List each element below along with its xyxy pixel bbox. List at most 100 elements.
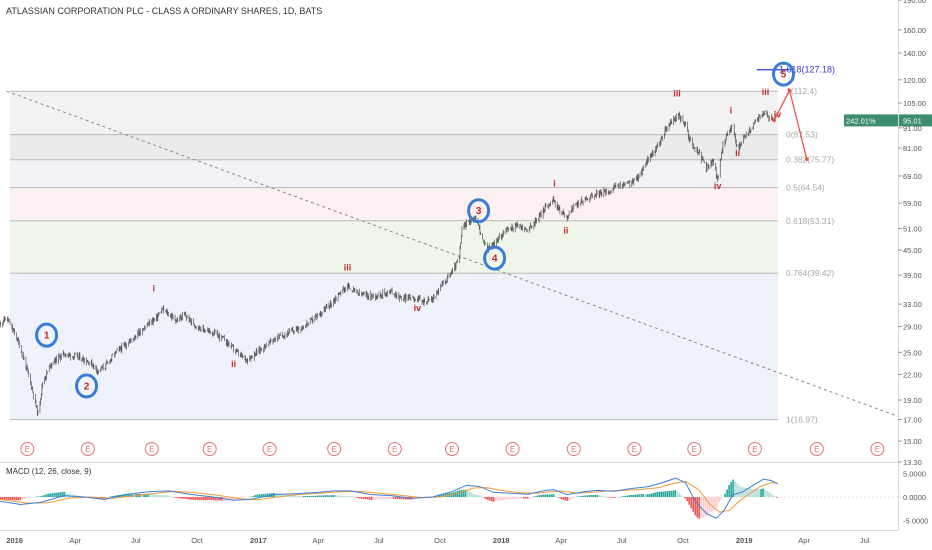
- macd-histogram-bar: [141, 493, 143, 497]
- price-tick-label: 59.00: [903, 199, 922, 208]
- macd-histogram-bar: [404, 497, 407, 500]
- macd-histogram-bar: [746, 487, 748, 497]
- price-tick-label: 140.00: [903, 49, 926, 58]
- macd-histogram-bar: [253, 495, 255, 497]
- macd-histogram-bar: [724, 493, 726, 497]
- macd-histogram-bar: [706, 497, 708, 516]
- earnings-marker: [80, 442, 95, 456]
- macd-signal-line: [0, 480, 778, 513]
- earnings-marker-label: E: [510, 445, 515, 454]
- current-change-badge: [844, 114, 898, 127]
- macd-histogram-bar: [400, 497, 403, 500]
- macd-histogram-bar: [632, 494, 635, 497]
- macd-histogram-bar: [308, 495, 311, 497]
- macd-histogram-bar: [754, 488, 756, 497]
- macd-histogram-bar: [648, 493, 651, 497]
- current-price-badge: [899, 114, 932, 127]
- macd-histogram-bar: [764, 489, 766, 497]
- macd-histogram-bar: [177, 497, 179, 499]
- macd-histogram-bar: [474, 494, 477, 497]
- macd-histogram-bar: [384, 497, 387, 500]
- macd-histogram-bar: [207, 497, 209, 501]
- earnings-marker: [327, 442, 342, 456]
- macd-line: [0, 477, 778, 519]
- current-price-label: 95.01: [903, 116, 922, 125]
- earnings-marker: [809, 442, 824, 456]
- macd-histogram-bar: [348, 495, 351, 497]
- macd-histogram-bar: [183, 497, 185, 499]
- macd-histogram-bar: [199, 497, 201, 501]
- price-tick-label: 190.00: [903, 0, 926, 5]
- macd-histogram-bar: [682, 496, 684, 498]
- macd-histogram-bar: [600, 495, 603, 497]
- macd-histogram-bar: [692, 497, 694, 512]
- macd-histogram-bar: [41, 495, 43, 497]
- macd-histogram-bar: [702, 497, 704, 518]
- price-tick-label: 39.00: [903, 271, 922, 280]
- earnings-marker: [747, 442, 762, 456]
- macd-tick-label: -5.0000: [903, 517, 928, 526]
- wave-label-major: 1: [44, 331, 50, 342]
- macd-histogram-bar: [526, 497, 529, 499]
- macd-histogram-bar: [506, 497, 509, 500]
- macd-histogram-bar: [652, 493, 655, 497]
- macd-histogram-bar: [215, 497, 217, 501]
- macd-histogram-bar: [760, 489, 762, 497]
- macd-histogram-bar: [728, 484, 730, 497]
- earnings-marker: [870, 442, 885, 456]
- macd-histogram-bar: [380, 497, 383, 500]
- macd-histogram-bar: [143, 493, 145, 497]
- wave-label-major: 5: [781, 70, 787, 81]
- macd-histogram-bar: [534, 496, 537, 497]
- macd-histogram-bar: [338, 495, 341, 497]
- wave-projection-point: [787, 88, 792, 93]
- macd-histogram-bar: [488, 497, 491, 501]
- macd-histogram-bar: [173, 497, 175, 498]
- price-tick-label: 160.00: [903, 26, 926, 35]
- macd-histogram-bar: [320, 495, 323, 497]
- macd-histogram-bar: [762, 488, 764, 497]
- macd-histogram-bar: [340, 495, 343, 497]
- macd-histogram-bar: [155, 494, 157, 497]
- macd-histogram-bar: [294, 495, 297, 497]
- wave-circle: [35, 322, 59, 348]
- time-tick-label: Oct: [191, 536, 204, 545]
- macd-histogram-bar: [372, 497, 375, 500]
- macd-histogram-bar: [39, 496, 41, 497]
- chart-title: ATLASSIAN CORPORATION PLC - CLASS A ORDI…: [6, 6, 323, 16]
- macd-histogram-bar: [588, 495, 591, 497]
- macd-histogram-bar: [336, 495, 339, 497]
- wave-label-major: 2: [84, 381, 90, 392]
- earnings-marker-label: E: [267, 445, 272, 454]
- macd-histogram-bar: [522, 497, 525, 499]
- macd-histogram-bar: [31, 497, 33, 498]
- macd-histogram-bar: [662, 491, 665, 497]
- fib-level-label: 0.764(39.42): [786, 268, 834, 278]
- macd-histogram-bar: [472, 494, 475, 497]
- macd-histogram-bar: [538, 495, 541, 497]
- macd-histogram-bar: [314, 495, 317, 497]
- macd-histogram-bar: [656, 492, 659, 497]
- price-tick-label: 22.00: [903, 371, 922, 380]
- macd-histogram-bar: [129, 493, 131, 497]
- macd-histogram-bar: [149, 494, 151, 497]
- macd-histogram-bar: [205, 497, 207, 501]
- macd-histogram-bar: [508, 497, 511, 500]
- macd-histogram-bar: [546, 494, 549, 497]
- macd-histogram-bar: [628, 495, 631, 497]
- macd-histogram-bar: [564, 497, 567, 501]
- macd-histogram-bar: [624, 495, 627, 497]
- macd-histogram-bar: [113, 495, 115, 497]
- macd-histogram-bar: [574, 497, 577, 498]
- macd-histogram-bar: [161, 495, 163, 497]
- macd-histogram-bar: [740, 486, 742, 497]
- macd-histogram-bar: [766, 490, 768, 497]
- macd-histogram-bar: [111, 496, 113, 497]
- macd-histogram-bar: [558, 497, 561, 498]
- trendline: [6, 90, 899, 417]
- earnings-marker-label: E: [331, 445, 336, 454]
- macd-histogram-bar: [608, 497, 611, 498]
- wave-circle: [772, 61, 796, 87]
- macd-histogram-bar: [189, 497, 191, 500]
- time-tick-label: Jul: [617, 536, 627, 545]
